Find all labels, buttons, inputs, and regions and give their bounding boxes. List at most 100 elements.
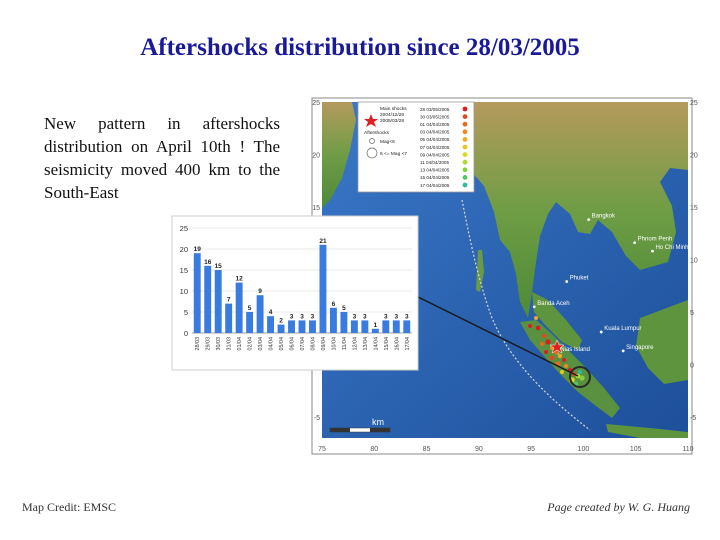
chart-data-label: 5 <box>248 305 252 312</box>
landmass-indochina <box>420 102 688 318</box>
new-cluster-highlight <box>569 366 591 388</box>
chart-bar <box>256 295 264 333</box>
place-label: Kuala Lumpur <box>604 326 641 332</box>
chart-data-label: 15 <box>215 263 223 270</box>
chart-bar <box>319 244 327 333</box>
chart-x-tick: 11/04 <box>342 337 348 350</box>
chart-bar <box>246 312 254 333</box>
chart-data-label: 21 <box>319 238 327 245</box>
chart-bar <box>329 307 337 333</box>
place-marker <box>565 280 569 283</box>
legend-mag-small <box>369 138 375 144</box>
chart-data-label: 12 <box>236 276 244 283</box>
legend-date-label: 28 03/05/2005 <box>420 107 450 112</box>
chart-x-tick: 12/04 <box>352 337 358 351</box>
chart-y-tick: 0 <box>184 329 188 338</box>
chart-x-tick: 01/04 <box>237 337 243 351</box>
place-marker <box>651 249 654 253</box>
chart-data-label: 3 <box>353 313 357 320</box>
scale-label: km <box>372 417 384 427</box>
chart-bar <box>361 320 369 333</box>
chart-data-label: 3 <box>384 313 388 320</box>
chart-data-label: 3 <box>300 313 304 320</box>
legend-date-swatch <box>462 175 468 180</box>
chart-data-label: 3 <box>290 313 294 320</box>
chart-x-tick: 10/04 <box>331 337 337 351</box>
place-marker <box>633 241 637 245</box>
legend-aftershock-label: Aftershocks <box>364 130 390 136</box>
legend-date-swatch <box>462 152 468 158</box>
map-lon-tick: 100 <box>578 446 590 453</box>
map-lat-tick-left: -5 <box>314 415 320 422</box>
chart-data-label: 4 <box>269 309 273 316</box>
map-lon-tick: 75 <box>318 446 326 453</box>
map-lon-tick: 90 <box>475 446 483 453</box>
map-lat-tick-right: -5 <box>690 415 696 422</box>
legend-date-swatch <box>462 106 468 112</box>
chart-y-tick: 25 <box>180 224 188 233</box>
landmass-java <box>606 424 688 438</box>
legend-date-label: 07 04/04/2005 <box>420 145 450 150</box>
chart-data-label: 3 <box>311 313 315 320</box>
legend-date-swatch <box>462 121 468 127</box>
legend-date-label: 05 04/04/2005 <box>420 137 450 142</box>
chart-x-tick: 28/03 <box>195 337 201 351</box>
legend-mag-large <box>366 147 378 159</box>
chart-bar <box>235 282 243 333</box>
map-lat-tick-left: 20 <box>312 153 320 160</box>
chart-x-tick: 14/04 <box>373 337 379 351</box>
map-lat-tick-right: 15 <box>690 205 698 212</box>
chart-bar <box>193 253 201 333</box>
mainshock-star <box>549 339 565 354</box>
legend-date-swatch <box>462 114 468 119</box>
chart-data-label: 3 <box>363 313 367 320</box>
legend-date-label: 13 04/04/2005 <box>420 168 450 173</box>
map-lat-tick-right: 10 <box>690 258 698 265</box>
legend-date-swatch <box>462 144 468 150</box>
chart-x-tick: 08/04 <box>310 337 316 351</box>
legend-date-label: 03 04/04/2005 <box>420 130 450 135</box>
legend-date-swatch <box>462 182 468 188</box>
chart-bar <box>204 265 212 333</box>
chart-bar <box>350 320 358 333</box>
chart-x-tick: 02/04 <box>248 337 254 351</box>
chart-x-tick: 15/04 <box>384 337 390 351</box>
chart-x-tick: 16/04 <box>394 337 400 351</box>
place-marker <box>599 330 603 334</box>
map-lat-tick-right: 0 <box>690 363 694 370</box>
map-lon-tick: 95 <box>527 446 535 453</box>
place-label: Nias Island <box>560 347 590 353</box>
chart-data-label: 16 <box>204 259 212 266</box>
legend-date-label: 01 04/04/2005 <box>420 122 450 127</box>
legend-date-label: 09 04/04/2005 <box>420 152 450 157</box>
chart-x-tick: 04/04 <box>269 337 275 351</box>
chart-x-tick: 17/04 <box>405 337 411 351</box>
place-marker <box>532 305 536 309</box>
landmass-andaman-islands <box>476 250 484 292</box>
chart-bar <box>267 316 275 333</box>
chart-x-tick: 03/04 <box>258 337 264 351</box>
chart-bar <box>298 320 306 333</box>
chart-x-tick: 06/04 <box>290 337 296 351</box>
chart-data-label: 6 <box>332 301 336 308</box>
map-lon-tick: 110 <box>682 446 693 453</box>
map-lat-tick-right: 25 <box>690 100 698 107</box>
landmass-borneo <box>636 300 688 384</box>
legend-date-label: 17 04/04/2005 <box>420 183 450 188</box>
chart-x-tick: 09/04 <box>321 337 327 351</box>
chart-bar <box>392 320 400 333</box>
place-marker <box>587 218 591 222</box>
chart-x-tick: 29/03 <box>206 337 212 351</box>
chart-data-label: 5 <box>342 305 346 312</box>
map-lat-tick-right: 5 <box>690 310 694 317</box>
chart-y-tick: 15 <box>180 266 188 275</box>
place-label: Ho Chi Minh <box>655 245 688 251</box>
intro-text: New pattern in aftershocks distribution … <box>44 114 280 202</box>
map-credit: Map Credit: EMSC <box>22 500 117 514</box>
map-place-labels: Bangkok Phnom Penh Ho Chi Minh Kuala Lumpur… <box>532 214 688 355</box>
legend-date-swatch <box>462 159 468 165</box>
chart-data-label: 3 <box>405 313 409 320</box>
legend-mainshock-text: Main shocks <box>380 106 407 112</box>
